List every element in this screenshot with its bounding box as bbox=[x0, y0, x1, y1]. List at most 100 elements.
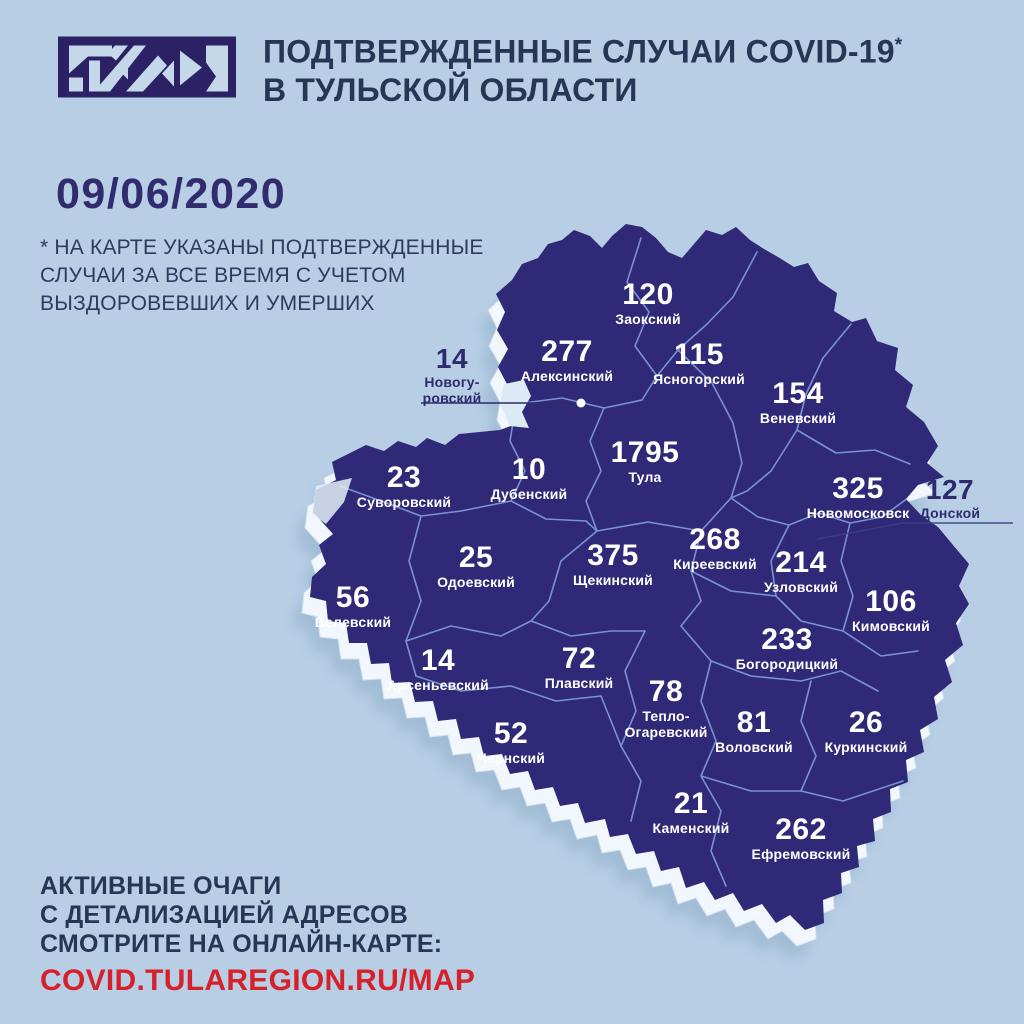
district-label: 154 Веневский bbox=[760, 378, 836, 426]
district-name: Ефремовский bbox=[751, 846, 851, 862]
district-label: 52 Чернский bbox=[477, 718, 545, 766]
title-line-2: В ТУЛЬСКОЙ ОБЛАСТИ bbox=[263, 71, 638, 108]
district-value: 81 bbox=[736, 706, 772, 739]
district-value: 214 bbox=[775, 546, 827, 579]
district-name: Алексинский bbox=[520, 368, 614, 384]
district-label: 14 Арсеньевский bbox=[387, 645, 489, 693]
tula-logo bbox=[58, 36, 236, 98]
novogurovsky-notch bbox=[500, 380, 531, 428]
district-value: 1795 bbox=[610, 436, 680, 469]
report-date: 09/06/2020 bbox=[56, 170, 287, 218]
district-name: Новомосковск bbox=[806, 505, 910, 521]
district-label: 21 Каменский bbox=[653, 788, 730, 836]
district-label: 325 Новомосковск bbox=[807, 473, 910, 521]
district-value: 115 bbox=[674, 338, 724, 371]
district-label: 375 Щекинский bbox=[573, 540, 653, 588]
district-label: 1795 Тула bbox=[611, 437, 680, 485]
district-value: 106 bbox=[865, 585, 917, 618]
text-line: ВЫЗДОРОВЕВШИХ И УМЕРШИХ bbox=[40, 292, 375, 315]
footer-block: АКТИВНЫЕ ОЧАГИ С ДЕТАЛИЗАЦИЕЙ АДРЕСОВ СМОТ… bbox=[40, 872, 476, 997]
donskoy-connector-line bbox=[816, 522, 1013, 540]
map-footnote: * НА КАРТЕ УКАЗАНЫ ПОДТВЕРЖДЕННЫЕ СЛУЧАИ … bbox=[40, 234, 484, 318]
district-label: 14 Новогу-ровский bbox=[423, 344, 482, 406]
district-name: Заокский bbox=[615, 311, 681, 327]
district-value: 375 bbox=[587, 539, 639, 572]
footer-lines: АКТИВНЫЕ ОЧАГИ С ДЕТАЛИЗАЦИЕЙ АДРЕСОВ СМОТ… bbox=[40, 872, 475, 959]
district-label: 214 Узловский bbox=[764, 547, 838, 595]
district-value: 277 bbox=[541, 335, 593, 368]
district-value: 52 bbox=[493, 717, 529, 750]
district-value: 120 bbox=[622, 278, 674, 311]
district-value: 14 bbox=[420, 644, 456, 677]
district-label: 81 Воловский bbox=[715, 707, 793, 755]
district-label: 233 Богородицкий bbox=[736, 624, 838, 672]
district-value: 25 bbox=[458, 541, 494, 574]
district-name: Арсеньевский bbox=[387, 677, 489, 693]
district-label: 72 Плавский bbox=[545, 643, 614, 691]
district-name: Дубенский bbox=[490, 486, 568, 502]
district-label: 115 Ясногорский bbox=[653, 339, 745, 387]
online-map-link[interactable]: COVID.TULAREGION.RU/MAP bbox=[40, 964, 476, 997]
district-value: 56 bbox=[335, 581, 371, 614]
district-value: 268 bbox=[689, 523, 741, 556]
district-label: 277 Алексинский bbox=[521, 336, 613, 384]
district-name: Ясногорский bbox=[653, 371, 745, 387]
page-title: ПОДТВЕРЖДЕННЫЕ СЛУЧАИ COVID-19* В ТУЛЬСК… bbox=[263, 27, 902, 109]
district-label: 106 Кимовский bbox=[852, 586, 930, 634]
district-name: Чернский bbox=[476, 750, 546, 766]
district-value: 127 bbox=[925, 474, 975, 505]
district-name: Донской bbox=[919, 505, 981, 521]
district-label: 26 Куркинский bbox=[825, 707, 908, 755]
district-name: Веневский bbox=[759, 410, 837, 426]
text-line: СЛУЧАИ ЗА ВСЕ ВРЕМЯ С УЧЕТОМ bbox=[40, 264, 406, 287]
district-value: 26 bbox=[848, 706, 884, 739]
title-asterisk: * bbox=[894, 35, 903, 56]
district-value: 233 bbox=[761, 623, 813, 656]
district-name: Тула bbox=[628, 469, 662, 485]
district-name: Кимовский bbox=[852, 618, 930, 634]
text-line: СМОТРИТЕ НА ОНЛАЙН-КАРТЕ: bbox=[40, 930, 443, 958]
callout-connectors bbox=[421, 398, 1013, 540]
district-value: 10 bbox=[511, 453, 547, 486]
district-name: Одоевский bbox=[437, 574, 515, 590]
district-label: 127 Донской bbox=[920, 475, 980, 521]
district-label: 262 Ефремовский bbox=[752, 814, 851, 862]
novogurovsky-marker-dot bbox=[576, 398, 586, 408]
district-value: 262 bbox=[775, 813, 827, 846]
district-name: Тепло- Огаревский bbox=[624, 708, 708, 740]
district-name: Куркинский bbox=[824, 739, 908, 755]
district-value: 78 bbox=[648, 675, 684, 708]
district-label: 25 Одоевский bbox=[437, 542, 515, 590]
district-name: Суворовский bbox=[356, 494, 452, 510]
text-line: АКТИВНЫЕ ОЧАГИ bbox=[40, 872, 282, 900]
district-value: 14 bbox=[435, 343, 469, 374]
district-name: Щекинский bbox=[573, 572, 653, 588]
district-name: Узловский bbox=[763, 579, 839, 595]
district-name: Богородицкий bbox=[735, 656, 839, 672]
district-value: 325 bbox=[832, 472, 884, 505]
district-value: 21 bbox=[673, 787, 709, 820]
text-line: С ДЕТАЛИЗАЦИЕЙ АДРЕСОВ bbox=[40, 901, 409, 929]
district-label: 23 Суворовский bbox=[357, 462, 451, 510]
district-name: Киреевский bbox=[673, 556, 757, 572]
suvorovsky-reservoir-notch bbox=[312, 478, 352, 524]
district-name: Плавский bbox=[544, 675, 614, 691]
district-label: 78 Тепло- Огаревский bbox=[624, 676, 707, 740]
district-label: 120 Заокский bbox=[615, 279, 681, 327]
district-label: 10 Дубенский bbox=[491, 454, 568, 502]
district-value: 154 bbox=[772, 377, 824, 410]
district-borders bbox=[339, 237, 919, 887]
district-label: 268 Киреевский bbox=[673, 524, 757, 572]
district-label: 56 Белевский bbox=[315, 582, 391, 630]
district-name: Каменский bbox=[652, 820, 730, 836]
title-line-1: ПОДТВЕРЖДЕННЫЕ СЛУЧАИ COVID-19* bbox=[263, 33, 903, 70]
text-line: * НА КАРТЕ УКАЗАНЫ ПОДТВЕРЖДЕННЫЕ bbox=[40, 236, 484, 259]
district-value: 72 bbox=[561, 642, 597, 675]
district-name: Новогу-ровский bbox=[422, 374, 482, 406]
district-value: 23 bbox=[386, 461, 422, 494]
logo-glyphs bbox=[69, 45, 228, 92]
district-name: Воловский bbox=[715, 739, 793, 755]
